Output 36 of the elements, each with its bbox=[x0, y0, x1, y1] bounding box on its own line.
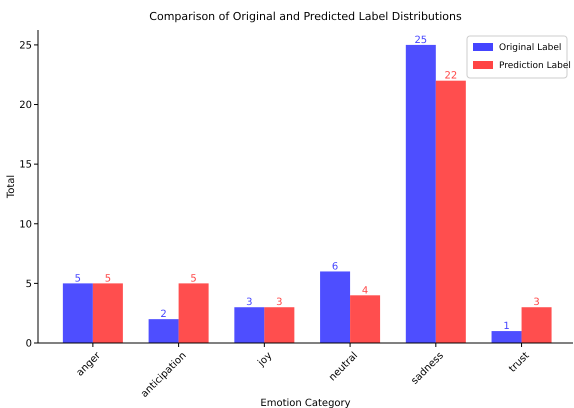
data-label: 2 bbox=[160, 309, 167, 320]
data-label: 6 bbox=[332, 261, 338, 272]
y-tick-label: 0 bbox=[26, 338, 32, 350]
data-label: 1 bbox=[503, 321, 510, 332]
bar bbox=[350, 295, 380, 343]
y-tick-label: 10 bbox=[19, 219, 32, 230]
data-label: 3 bbox=[533, 297, 540, 308]
y-tick-label: 15 bbox=[19, 160, 32, 171]
data-label: 3 bbox=[276, 297, 283, 308]
legend-label: Original Label bbox=[499, 43, 562, 54]
legend-label: Prediction Label bbox=[499, 61, 571, 72]
bar bbox=[320, 271, 350, 343]
y-tick-label: 5 bbox=[26, 278, 32, 290]
bar bbox=[492, 331, 522, 343]
bar bbox=[148, 319, 179, 343]
y-tick-label: 20 bbox=[19, 100, 32, 112]
data-label: 22 bbox=[444, 70, 458, 82]
bar bbox=[406, 44, 436, 343]
x-axis-title: Emotion Category bbox=[260, 398, 351, 408]
bar bbox=[522, 307, 552, 343]
bar bbox=[92, 283, 123, 343]
bar bbox=[264, 307, 294, 343]
data-label: 3 bbox=[246, 297, 253, 308]
bar bbox=[178, 283, 209, 343]
data-label: 4 bbox=[362, 285, 368, 296]
bar bbox=[62, 283, 93, 343]
data-label: 5 bbox=[104, 273, 112, 284]
bar bbox=[436, 80, 466, 343]
data-label: 25 bbox=[414, 34, 428, 46]
x-tick-label: joy bbox=[255, 350, 274, 370]
chart-title: Comparison of Original and Predicted Label Distributions bbox=[149, 10, 462, 23]
data-label: 5 bbox=[74, 273, 82, 284]
data-label: 5 bbox=[190, 273, 197, 284]
bar bbox=[234, 307, 264, 343]
y-axis-title: Total bbox=[6, 174, 17, 200]
y-tick-label: 25 bbox=[19, 40, 32, 52]
